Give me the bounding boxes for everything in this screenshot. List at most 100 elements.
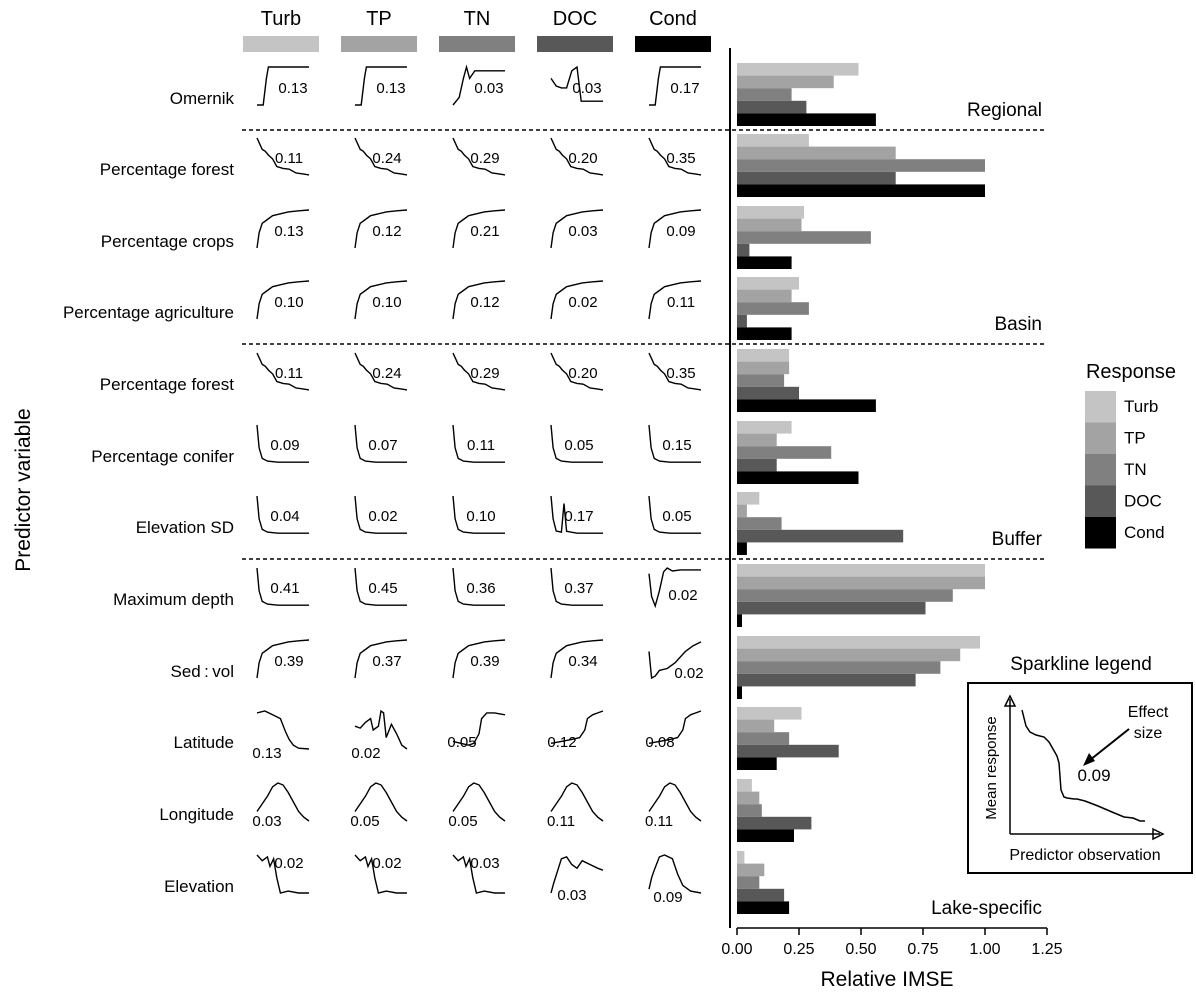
bar-cond xyxy=(737,757,777,770)
predictor-label: Elevation SD xyxy=(136,518,234,537)
sparkline-tp xyxy=(354,854,407,894)
sparkline-tp xyxy=(354,639,408,679)
effect-size-label: 0.11 xyxy=(667,294,695,311)
bar-doc xyxy=(737,601,926,615)
column-header-turb: Turb xyxy=(261,8,301,30)
bar-cond xyxy=(737,901,790,914)
effect-size-label: 0.09 xyxy=(270,437,299,454)
group-label: Lake-specific xyxy=(931,898,1042,919)
effect-size-label: 0.24 xyxy=(372,150,401,167)
bar-doc xyxy=(737,673,916,687)
effect-size-label: 0.15 xyxy=(662,437,691,454)
sparkline-legend-box xyxy=(967,682,1193,874)
sparkline-tp xyxy=(354,495,407,534)
predictor-label: Percentage conifer xyxy=(91,447,234,466)
effect-size-label: 0.34 xyxy=(568,653,597,670)
bar-tn xyxy=(737,88,792,101)
sparkline-tn xyxy=(452,495,505,534)
bar-tp xyxy=(737,648,961,662)
sparkline-legend-y-arrow-icon xyxy=(1003,694,1017,707)
bar-turb xyxy=(737,492,760,505)
predictor-label: Longitude xyxy=(159,805,234,824)
sparkline-doc xyxy=(550,856,604,894)
bar-turb xyxy=(737,134,809,147)
effect-size-label: 0.02 xyxy=(368,508,397,525)
bar-tn xyxy=(737,446,832,459)
effect-size-label: 0.24 xyxy=(372,365,401,382)
bar-cond xyxy=(737,471,859,484)
bar-turb xyxy=(737,636,980,649)
sparkline-tn xyxy=(452,424,505,463)
effect-arrow-head-icon xyxy=(1083,753,1095,766)
bar-doc xyxy=(737,744,839,758)
legend-label-tp: TP xyxy=(1124,429,1146,448)
response-column-headers: Turb TP TN DOC Cond xyxy=(243,8,711,52)
legend-swatch-doc xyxy=(1085,485,1116,517)
bar-cond xyxy=(737,256,792,269)
effect-size-label: 0.29 xyxy=(470,365,499,382)
effect-size-label: 0.21 xyxy=(470,223,499,240)
predictor-label: Elevation xyxy=(164,877,234,896)
predictor-label: Percentage forest xyxy=(100,375,234,394)
sparkline-legend-example-value: 0.09 xyxy=(1077,766,1110,785)
effect-size-label: 0.09 xyxy=(666,223,695,240)
legend-swatch-turb xyxy=(1085,391,1116,423)
effect-size-label: 0.17 xyxy=(564,508,593,525)
legend-label-tn: TN xyxy=(1124,460,1147,479)
sparkline-turb xyxy=(256,495,309,534)
bar-cond xyxy=(737,542,747,555)
bar-cond xyxy=(737,614,742,627)
column-swatch-tn xyxy=(439,36,515,52)
bar-turb xyxy=(737,421,792,434)
legend-title: Response xyxy=(1086,361,1176,383)
effect-size-label: 0.03 xyxy=(252,813,281,830)
sparkline-turb xyxy=(256,424,309,463)
sparkline-tp xyxy=(354,424,407,463)
sparklines: 0.13 0.13 0.03 0.03 0.17 0.11 0.24 0.29 0.20 0.35… xyxy=(252,64,704,906)
bar-cond xyxy=(737,113,876,126)
x-axis-label: Relative IMSE xyxy=(820,968,953,991)
sparkline-legend-title: Sparkline legend xyxy=(1010,654,1152,675)
column-header-tn: TN xyxy=(464,8,491,30)
effect-size-label: 0.05 xyxy=(448,813,477,830)
bar-cond xyxy=(737,184,985,197)
predictor-label: Latitude xyxy=(174,733,235,752)
effect-size-label: 0.37 xyxy=(372,653,401,670)
effect-size-label: 0.20 xyxy=(568,150,597,167)
sparkline-cond xyxy=(648,209,702,249)
predictor-label: Percentage forest xyxy=(100,160,234,179)
y-axis-label: Predictor variable xyxy=(12,408,35,571)
sparkline-turb xyxy=(256,137,310,176)
sparkline-tp xyxy=(354,567,407,606)
legend-swatch-tp xyxy=(1085,422,1116,454)
sparkline-doc xyxy=(550,710,604,744)
sparkline-doc xyxy=(550,782,604,822)
sparkline-tn xyxy=(452,352,506,391)
bar-turb xyxy=(737,206,804,219)
sparkline-doc xyxy=(550,137,604,176)
x-tick-label: 0.00 xyxy=(721,941,752,958)
sparkline-doc xyxy=(550,352,604,391)
group-labels: Regional Basin Buffer Lake-specific xyxy=(931,100,1043,919)
bar-turb xyxy=(737,277,799,290)
sparkline-cond xyxy=(648,137,702,176)
effect-size-label: 0.39 xyxy=(470,653,499,670)
sparkline-cond xyxy=(648,567,701,609)
sparkline-cond xyxy=(648,854,702,894)
sparkline-cond xyxy=(649,66,701,106)
bar-doc xyxy=(737,816,812,830)
sparkline-turb xyxy=(256,280,310,320)
effect-size-label: 0.13 xyxy=(274,223,303,240)
effect-size-label: 0.36 xyxy=(466,580,495,597)
effect-size-label: 0.11 xyxy=(467,437,495,454)
effect-size-label: 0.07 xyxy=(368,437,397,454)
effect-size-label: 0.29 xyxy=(470,150,499,167)
bar-tn xyxy=(737,876,760,889)
sparkline-cond xyxy=(648,782,702,822)
x-tick-label: 1.25 xyxy=(1031,941,1062,958)
sparkline-turb xyxy=(256,710,310,750)
sparkline-tp xyxy=(354,137,408,176)
effect-size-label: 0.05 xyxy=(350,813,379,830)
column-swatch-turb xyxy=(243,36,319,52)
